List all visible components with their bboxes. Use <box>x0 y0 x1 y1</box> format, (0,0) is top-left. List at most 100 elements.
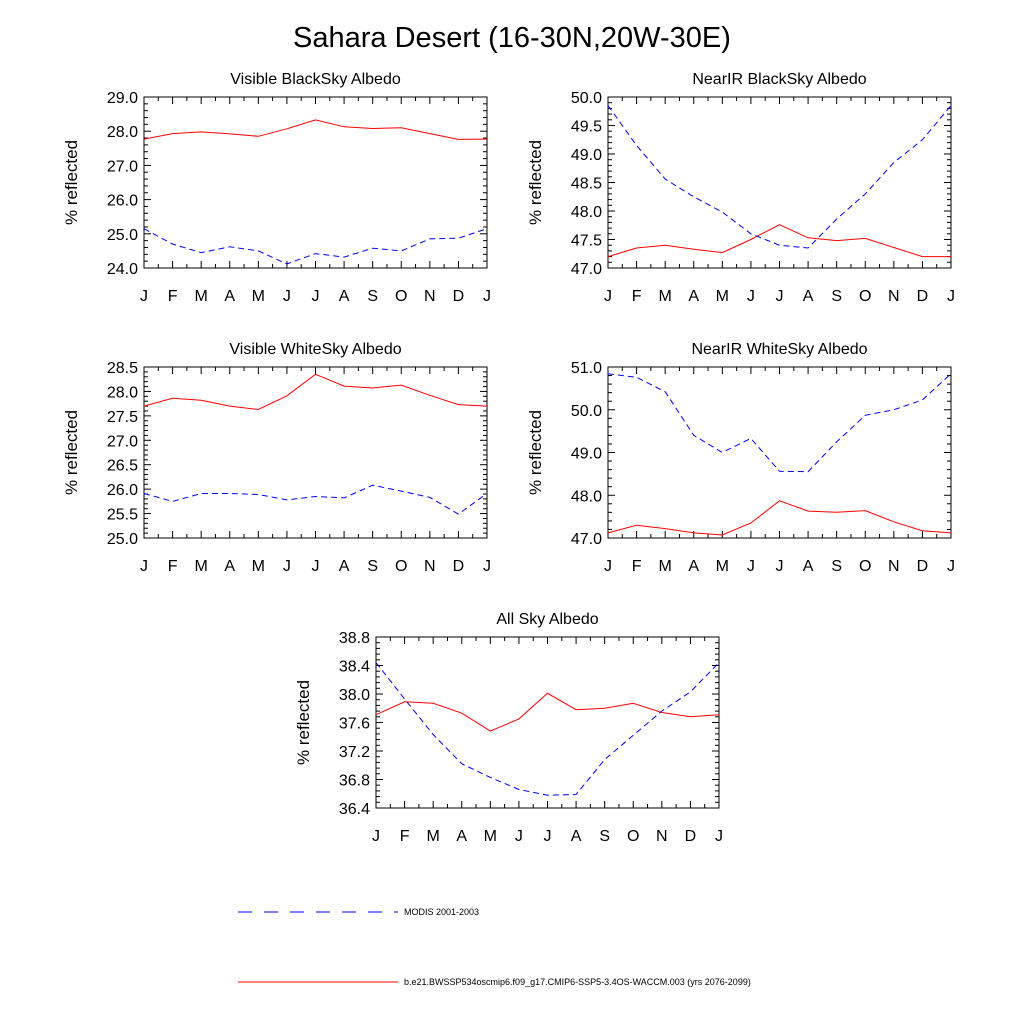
y-tick-label: 49.0 <box>571 147 602 164</box>
x-tick-label: A <box>456 828 467 845</box>
x-tick-label: F <box>400 828 410 845</box>
y-tick-label: 47.0 <box>571 531 602 548</box>
x-tick-label: J <box>544 828 552 845</box>
x-tick-label: N <box>888 558 900 575</box>
plot-frame <box>607 366 952 539</box>
x-tick-label: O <box>859 288 871 305</box>
x-tick-label: J <box>776 288 784 305</box>
figure-title: Sahara Desert (16-30N,20W-30E) <box>293 22 731 54</box>
series-line-modis <box>607 373 952 473</box>
plot-frame <box>375 636 720 809</box>
y-tick-label: 36.4 <box>339 801 370 818</box>
legend-label: b.e21.BWSSP534oscmip6.f09_g17.CMIP6-SSP5… <box>404 977 751 987</box>
y-tick-label: 28.0 <box>107 384 138 401</box>
x-tick-label: J <box>312 558 320 575</box>
y-tick-label: 29.0 <box>107 90 138 107</box>
x-tick-label: A <box>224 288 235 305</box>
y-tick-label: 48.0 <box>571 488 602 505</box>
x-tick-label: J <box>747 558 755 575</box>
y-tick-label: 49.5 <box>571 119 602 136</box>
x-tick-label: J <box>140 288 148 305</box>
series-line-modis <box>143 484 488 515</box>
y-tick-label: 37.2 <box>339 744 370 761</box>
x-tick-label: M <box>195 288 208 305</box>
y-axis-label: % reflected <box>62 410 81 495</box>
y-tick-label: 49.0 <box>571 446 602 463</box>
series-line-model <box>143 119 488 140</box>
y-tick-label: 50.0 <box>571 90 602 107</box>
x-tick-label: A <box>688 558 699 575</box>
y-tick-label: 27.0 <box>107 158 138 175</box>
plot-frame <box>607 96 952 269</box>
x-tick-label: O <box>395 558 407 575</box>
x-tick-label: F <box>632 558 642 575</box>
x-tick-label: J <box>747 288 755 305</box>
panel-title: Visible BlackSky Albedo <box>230 71 401 88</box>
series-line-model <box>607 500 952 536</box>
y-tick-label: 28.0 <box>107 124 138 141</box>
y-tick-label: 27.5 <box>107 409 138 426</box>
x-tick-label: J <box>283 558 291 575</box>
y-axis-label: % reflected <box>526 410 545 495</box>
x-tick-label: S <box>367 558 378 575</box>
x-tick-label: S <box>599 828 610 845</box>
y-tick-label: 47.5 <box>571 233 602 250</box>
y-axis-label: % reflected <box>62 140 81 225</box>
y-tick-label: 48.0 <box>571 204 602 221</box>
y-tick-label: 38.0 <box>339 687 370 704</box>
panel-title: NearIR WhiteSky Albedo <box>691 341 867 358</box>
y-tick-label: 26.5 <box>107 458 138 475</box>
x-tick-label: J <box>604 288 612 305</box>
x-tick-label: J <box>604 558 612 575</box>
y-tick-label: 24.0 <box>107 261 138 278</box>
series-line-modis <box>143 228 488 265</box>
panel-title: NearIR BlackSky Albedo <box>692 71 866 88</box>
x-tick-label: M <box>484 828 497 845</box>
series-line-modis <box>375 662 720 796</box>
plot-frame <box>143 96 488 269</box>
x-tick-label: M <box>427 828 440 845</box>
x-tick-label: N <box>656 828 668 845</box>
panel-title: Visible WhiteSky Albedo <box>229 341 401 358</box>
series-line-model <box>607 224 951 258</box>
x-tick-label: N <box>888 288 900 305</box>
x-tick-label: A <box>803 288 814 305</box>
x-tick-label: D <box>453 288 465 305</box>
y-tick-label: 27.0 <box>107 433 138 450</box>
x-tick-label: J <box>140 558 148 575</box>
panel-title: All Sky Albedo <box>496 611 598 628</box>
x-tick-label: A <box>803 558 814 575</box>
x-tick-label: J <box>947 288 955 305</box>
x-tick-label: D <box>685 828 697 845</box>
y-tick-label: 38.8 <box>339 630 370 647</box>
y-tick-label: 25.5 <box>107 507 138 524</box>
x-tick-label: A <box>339 288 350 305</box>
y-tick-label: 37.6 <box>339 716 370 733</box>
x-tick-label: M <box>195 558 208 575</box>
x-tick-label: F <box>632 288 642 305</box>
x-tick-label: M <box>659 558 672 575</box>
x-tick-label: M <box>659 288 672 305</box>
y-tick-label: 51.0 <box>571 360 602 377</box>
x-tick-label: F <box>168 558 178 575</box>
x-tick-label: J <box>947 558 955 575</box>
x-tick-label: S <box>831 288 842 305</box>
x-tick-label: O <box>627 828 639 845</box>
x-tick-label: J <box>372 828 380 845</box>
y-tick-label: 36.8 <box>339 773 370 790</box>
x-tick-label: O <box>395 288 407 305</box>
x-tick-label: S <box>831 558 842 575</box>
series-line-modis <box>607 105 952 249</box>
x-tick-label: J <box>515 828 523 845</box>
y-tick-label: 47.0 <box>571 261 602 278</box>
x-tick-label: J <box>483 288 491 305</box>
x-tick-label: M <box>716 558 729 575</box>
x-tick-label: M <box>252 288 265 305</box>
x-tick-label: M <box>716 288 729 305</box>
y-tick-label: 50.0 <box>571 403 602 420</box>
